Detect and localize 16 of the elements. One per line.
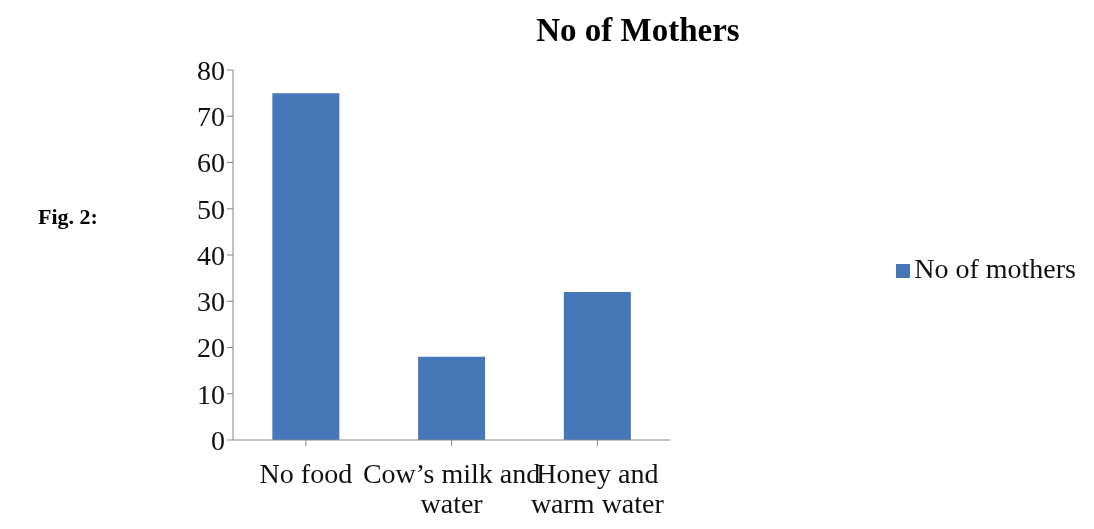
bar xyxy=(563,292,631,440)
y-tick-label: 50 xyxy=(197,193,225,225)
legend-label: No of mothers xyxy=(914,252,1076,284)
y-tick-label: 80 xyxy=(197,54,225,86)
y-tick-label: 70 xyxy=(197,101,225,133)
x-tick-label: No food xyxy=(259,458,353,490)
y-tick-label: 20 xyxy=(197,332,225,364)
y-tick-label: 30 xyxy=(197,286,225,318)
y-tick-label: 40 xyxy=(197,239,225,271)
bar xyxy=(272,93,340,440)
y-tick-label: 60 xyxy=(197,147,225,179)
caption: Fig. 2: xyxy=(38,204,98,230)
chart-title: No of Mothers xyxy=(535,12,741,49)
y-tick-label: 0 xyxy=(211,424,225,456)
y-tick-label: 10 xyxy=(197,378,225,410)
bar xyxy=(418,356,486,440)
